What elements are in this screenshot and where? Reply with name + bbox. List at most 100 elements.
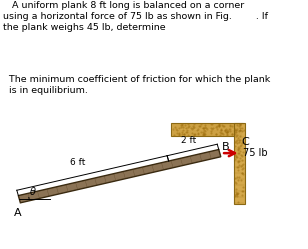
Point: [237, 123, 242, 127]
Point: [236, 146, 241, 150]
Point: [241, 172, 245, 176]
Text: 2 ft: 2 ft: [181, 136, 197, 145]
Point: [223, 128, 228, 132]
Point: [178, 123, 183, 126]
Point: [184, 128, 189, 132]
Point: [235, 147, 240, 151]
Point: [205, 127, 210, 131]
Point: [201, 133, 206, 137]
Point: [214, 125, 219, 129]
Point: [240, 126, 245, 130]
Point: [197, 124, 202, 128]
Point: [240, 188, 245, 192]
Point: [189, 127, 194, 131]
Point: [233, 180, 237, 184]
Point: [201, 131, 206, 135]
Point: [196, 127, 201, 131]
Point: [226, 129, 231, 133]
Point: [229, 124, 234, 128]
Point: [232, 128, 237, 132]
Point: [209, 126, 213, 130]
Point: [227, 127, 232, 131]
Point: [220, 132, 225, 136]
Point: [234, 191, 239, 195]
Point: [223, 129, 228, 133]
Point: [183, 125, 188, 129]
Point: [201, 126, 206, 130]
Polygon shape: [171, 123, 243, 136]
Point: [232, 127, 237, 131]
Point: [236, 124, 241, 127]
Point: [203, 126, 208, 130]
Point: [237, 163, 242, 167]
Point: [192, 122, 197, 126]
Point: [233, 132, 238, 136]
Point: [200, 133, 205, 137]
Point: [191, 125, 196, 129]
Point: [184, 130, 189, 134]
Point: [234, 155, 239, 159]
Point: [240, 193, 245, 197]
Point: [209, 129, 214, 133]
Point: [224, 130, 229, 134]
Point: [237, 156, 242, 160]
Point: [239, 153, 244, 157]
Point: [238, 127, 243, 131]
Point: [219, 130, 224, 134]
Point: [235, 141, 240, 145]
Point: [235, 127, 240, 131]
Point: [237, 151, 241, 155]
Point: [234, 190, 239, 194]
Point: [224, 133, 229, 137]
Point: [218, 126, 223, 130]
Point: [202, 125, 207, 129]
Point: [179, 132, 184, 136]
Point: [240, 150, 245, 154]
Point: [239, 163, 244, 167]
Point: [228, 127, 233, 131]
Point: [236, 136, 241, 140]
Point: [233, 130, 238, 134]
Point: [237, 127, 242, 131]
Point: [191, 132, 196, 136]
Point: [201, 130, 205, 134]
Point: [236, 160, 241, 164]
Point: [195, 127, 200, 131]
Point: [223, 128, 228, 132]
Point: [171, 127, 176, 131]
Point: [172, 125, 177, 129]
Point: [177, 133, 182, 137]
Point: [202, 128, 207, 132]
Point: [237, 175, 242, 179]
Point: [218, 128, 223, 132]
Point: [178, 125, 183, 129]
Point: [238, 138, 243, 142]
Point: [240, 167, 245, 171]
Text: θ: θ: [30, 187, 36, 197]
Point: [209, 131, 214, 135]
Point: [233, 155, 238, 159]
Point: [240, 154, 245, 158]
Point: [214, 132, 219, 136]
Point: [176, 130, 181, 134]
Point: [217, 133, 222, 137]
Point: [234, 192, 239, 196]
Point: [240, 141, 245, 145]
Point: [237, 138, 242, 142]
Point: [241, 166, 246, 170]
Point: [183, 123, 188, 126]
Point: [233, 139, 238, 143]
Point: [235, 138, 240, 142]
Point: [220, 123, 225, 126]
Point: [209, 127, 214, 131]
Point: [228, 123, 233, 127]
Point: [240, 185, 245, 189]
Point: [199, 130, 204, 134]
Point: [177, 126, 182, 130]
Point: [191, 126, 196, 130]
Point: [236, 145, 241, 149]
Point: [227, 129, 232, 133]
Point: [176, 132, 181, 136]
Text: C: C: [241, 137, 249, 147]
Point: [233, 144, 238, 148]
